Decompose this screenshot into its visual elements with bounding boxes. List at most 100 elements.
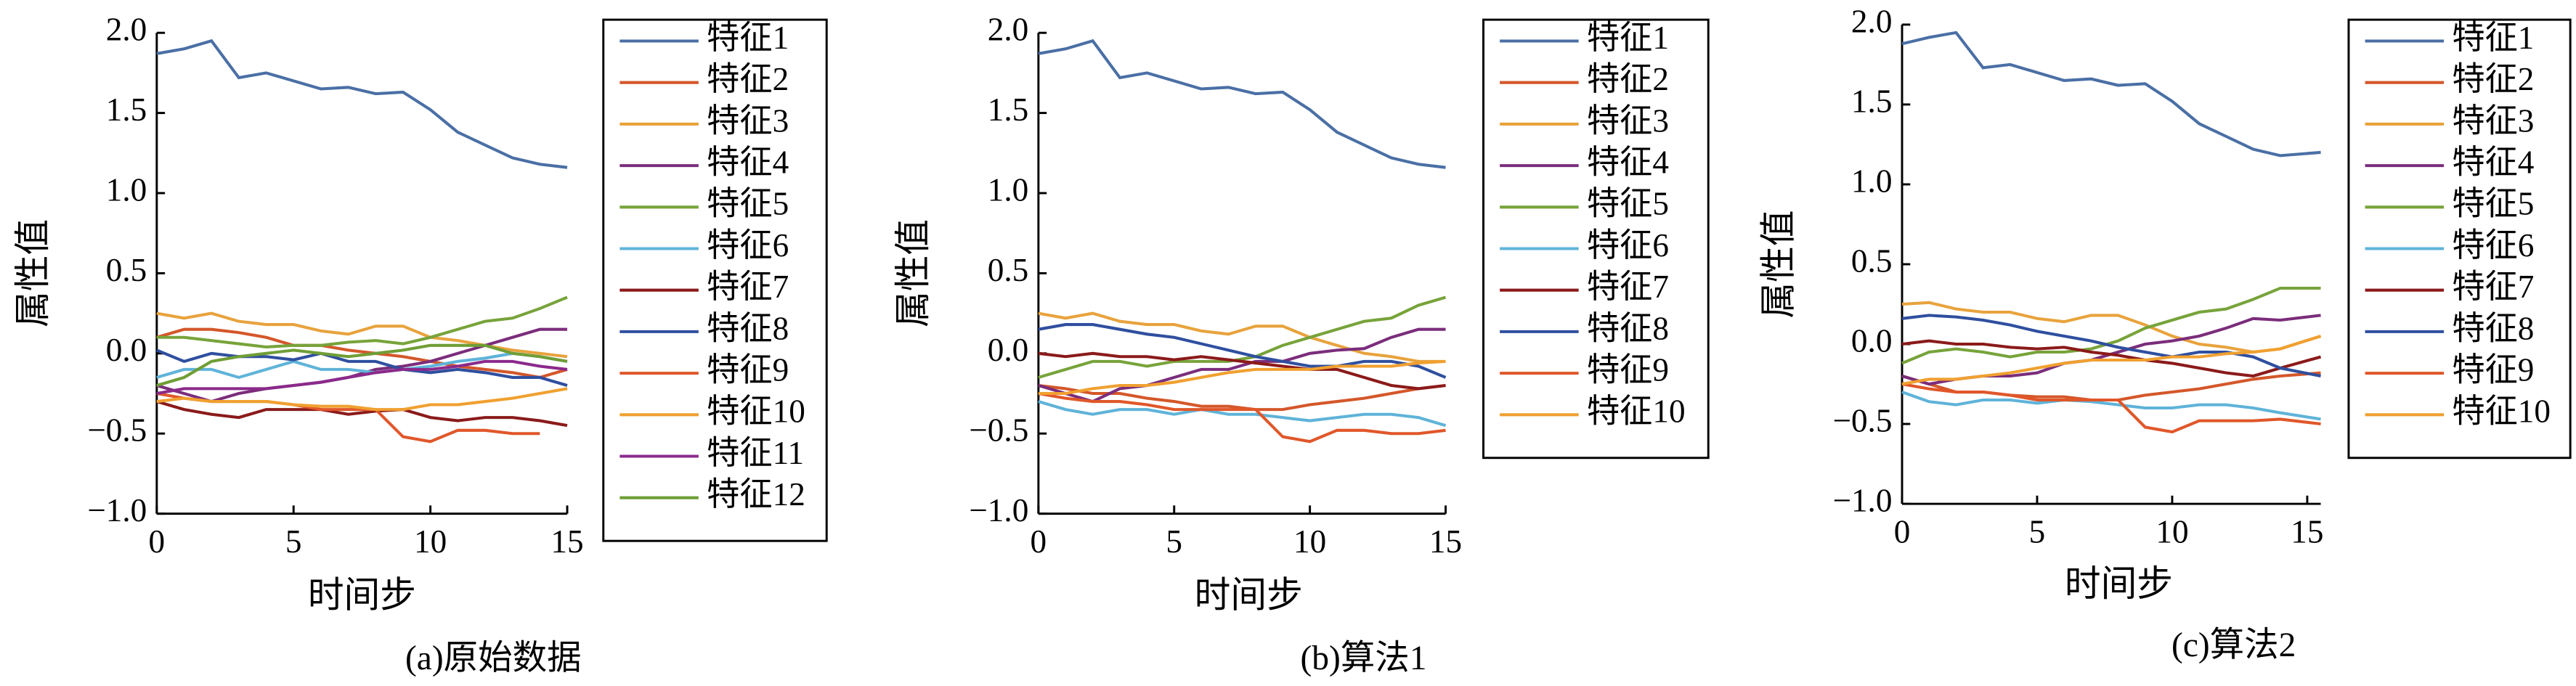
- series-line: [1038, 38, 1446, 169]
- legend-label: 特征2: [1587, 61, 1669, 97]
- y-axis-label: 属性值: [1758, 210, 1798, 318]
- legend-label: 特征8: [707, 310, 789, 346]
- legend-label: 特征4: [707, 144, 789, 180]
- x-axis-label: 时间步: [308, 576, 416, 616]
- series-line: [156, 311, 568, 359]
- x-tick-label: 10: [2156, 513, 2188, 550]
- x-tick-label: 5: [1166, 523, 1182, 560]
- series-line: [1901, 314, 2321, 378]
- y-tick-label: 0.0: [1851, 322, 1893, 359]
- legend-box: [1482, 18, 1710, 460]
- legend-label: 特征6: [707, 227, 789, 264]
- y-tick-label: −1.0: [87, 492, 147, 528]
- legend-label: 特征3: [1587, 102, 1669, 139]
- legend-label: 特征1: [1587, 20, 1669, 56]
- legend-label: 特征1: [707, 20, 789, 56]
- x-tick-label: 5: [2029, 513, 2046, 550]
- legend-label: 特征5: [2452, 186, 2534, 222]
- series-line: [156, 327, 568, 380]
- legend-label: 特征8: [1587, 310, 1669, 346]
- y-tick-label: 0.0: [988, 332, 1029, 368]
- x-tick-label: 5: [285, 523, 302, 560]
- y-axis-label: 属性值: [13, 219, 53, 327]
- y-tick-label: 1.5: [1851, 83, 1893, 119]
- x-tick-label: 0: [149, 523, 166, 560]
- series-line: [156, 295, 568, 349]
- x-tick-label: 15: [2291, 513, 2323, 550]
- series-line: [156, 327, 568, 404]
- legend-label: 特征7: [707, 269, 789, 305]
- legend-label: 特征9: [1587, 351, 1669, 388]
- caption: (a)原始数据: [405, 640, 582, 677]
- y-tick-label: 2.0: [106, 12, 147, 48]
- series-line: [1901, 391, 2321, 421]
- series-line: [1038, 392, 1446, 444]
- legend-box: [2347, 18, 2572, 460]
- legend-label: 特征3: [707, 102, 789, 139]
- legend-label: 特征5: [1587, 186, 1669, 222]
- legend-label: 特征10: [707, 393, 805, 430]
- series-line: [1038, 359, 1446, 396]
- legend-label: 特征9: [707, 351, 789, 388]
- y-tick-label: −0.5: [87, 412, 147, 449]
- y-tick-label: 1.0: [988, 171, 1029, 208]
- legend-label: 特征6: [2452, 227, 2534, 264]
- series-line: [1901, 335, 2322, 386]
- series-line: [1901, 301, 2322, 354]
- series-line: [156, 400, 568, 428]
- legend-label: 特征7: [2452, 269, 2534, 305]
- x-axis-label: 时间步: [2065, 564, 2173, 604]
- series-line: [156, 387, 568, 412]
- series-line: [1901, 339, 2322, 378]
- x-tick-label: 10: [1293, 523, 1326, 560]
- y-tick-label: −1.0: [969, 492, 1028, 528]
- series-line: [1038, 311, 1446, 363]
- y-axis-label: 属性值: [893, 219, 933, 327]
- y-tick-label: 0.5: [1851, 242, 1893, 279]
- series-line: [1038, 400, 1447, 428]
- caption: (b)算法1: [1300, 640, 1426, 677]
- legend-label: 特征9: [2452, 351, 2534, 388]
- legend-label: 特征7: [1587, 269, 1669, 305]
- legend-label: 特征3: [2452, 102, 2534, 139]
- series-line: [156, 348, 568, 387]
- legend-label: 特征5: [707, 186, 789, 222]
- legend-label: 特征2: [2452, 61, 2534, 97]
- series-line: [1901, 30, 2321, 158]
- x-axis-label: 时间步: [1195, 576, 1303, 616]
- series-line: [1038, 351, 1446, 391]
- x-tick-label: 15: [1429, 523, 1462, 560]
- series-line: [1901, 383, 2321, 434]
- y-tick-label: 2.0: [988, 12, 1029, 48]
- x-tick-label: 10: [414, 523, 447, 560]
- y-tick-label: 1.5: [988, 91, 1029, 128]
- legend-label: 特征2: [707, 61, 789, 97]
- y-tick-label: 0.5: [106, 252, 147, 288]
- y-tick-label: −0.5: [1832, 402, 1892, 438]
- caption: (c)算法2: [2171, 626, 2296, 664]
- x-tick-label: 15: [550, 523, 583, 560]
- legend-label: 特征1: [2452, 20, 2534, 56]
- y-tick-label: 1.0: [1851, 163, 1893, 199]
- legend-box: [602, 18, 828, 542]
- legend-label: 特征4: [1587, 144, 1669, 180]
- legend-label: 特征4: [2452, 144, 2534, 180]
- series-line: [1038, 323, 1447, 379]
- x-tick-label: 0: [1894, 513, 1911, 550]
- series-line: [1038, 295, 1447, 379]
- series-line: [156, 343, 568, 387]
- legend-label: 特征10: [2452, 393, 2551, 430]
- series-line: [156, 351, 568, 380]
- series-line: [156, 359, 568, 396]
- legend-label: 特征11: [707, 435, 804, 471]
- y-tick-label: 0.5: [988, 252, 1029, 288]
- legend-label: 特征8: [2452, 310, 2534, 346]
- y-tick-label: 0.0: [106, 332, 147, 368]
- y-tick-label: 1.0: [106, 171, 147, 208]
- series-line: [1038, 327, 1446, 404]
- legend-label: 特征6: [1587, 227, 1669, 264]
- legend-label: 特征12: [707, 476, 805, 513]
- legend-label: 特征10: [1587, 393, 1686, 430]
- y-tick-label: −0.5: [969, 412, 1028, 449]
